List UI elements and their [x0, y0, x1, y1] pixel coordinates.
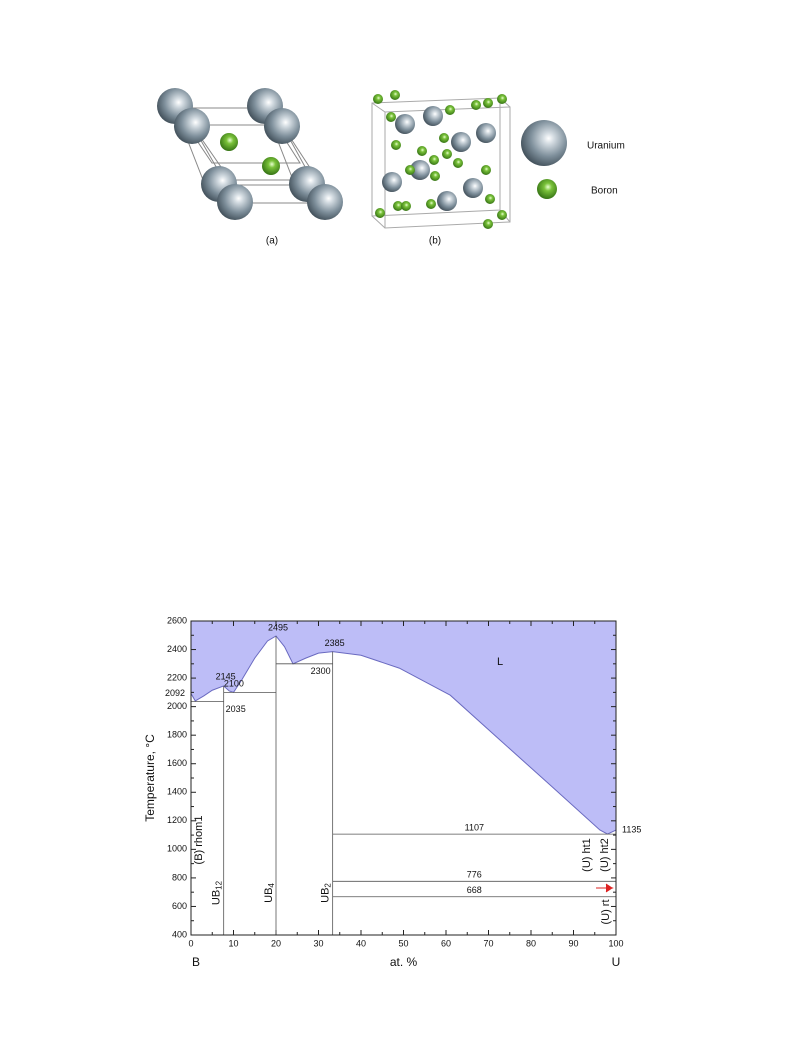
y-tick-label: 1800	[167, 730, 187, 740]
point-label: 2495	[268, 622, 288, 632]
invariant-label: 776	[467, 870, 482, 880]
element-label: B	[192, 955, 200, 969]
phase-label: (U) ht2	[599, 838, 611, 872]
crystal-figure: (a) (b) Uranium Bo	[157, 88, 625, 247]
y-axis-label: Temperature, °C	[143, 734, 157, 822]
compound-subscript: 2	[324, 883, 333, 888]
legend-label: Boron	[591, 186, 618, 197]
point-label: 2092	[165, 688, 185, 698]
compound-label: UB4	[263, 883, 276, 903]
compound-subscript: 12	[215, 880, 224, 889]
point-label: 2385	[325, 638, 345, 648]
x-tick-label: 50	[398, 938, 408, 948]
panel-label: (b)	[429, 236, 441, 247]
atoms-b	[373, 90, 507, 229]
y-tick-label: 1200	[167, 815, 187, 825]
x-axis-label: at. %	[390, 955, 418, 969]
compound-name: UB	[320, 888, 332, 903]
x-tick-label: 30	[313, 938, 323, 948]
x-tick-label: 40	[356, 938, 366, 948]
point-label: 1135	[622, 824, 641, 834]
legend-uranium	[521, 120, 567, 166]
y-tick-label: 2400	[167, 644, 187, 654]
liquid-region	[191, 621, 616, 835]
compound-name: UB	[211, 890, 223, 905]
x-tick-label: 90	[568, 938, 578, 948]
legend-label: Uranium	[587, 141, 625, 152]
phase-diagram: 4006008001000120014001600180020002200240…	[143, 615, 641, 969]
atoms-a	[157, 88, 343, 220]
panel-label: (a)	[266, 236, 278, 247]
phase-label: (U) rt	[600, 899, 612, 924]
phase-label: (U) ht1	[581, 838, 593, 872]
y-tick-label: 2600	[167, 615, 187, 625]
point-label: 2145	[216, 671, 236, 681]
y-tick-label: 2000	[167, 701, 187, 711]
legend-boron	[537, 179, 557, 199]
x-tick-label: 20	[271, 938, 281, 948]
x-tick-label: 10	[228, 938, 238, 948]
y-tick-label: 2200	[167, 672, 187, 682]
invariant-label: 2300	[311, 666, 331, 676]
invariant-label: 1107	[465, 822, 484, 832]
x-tick-label: 70	[483, 938, 493, 948]
y-tick-label: 800	[172, 872, 187, 882]
y-tick-label: 400	[172, 929, 187, 939]
invariant-label: 2035	[226, 704, 246, 714]
x-tick-label: 60	[441, 938, 451, 948]
region-label: L	[497, 656, 503, 668]
plot-frame	[190, 620, 617, 936]
phase-label: (B) rhom1	[193, 816, 205, 865]
x-tick-label: 0	[188, 938, 193, 948]
compound-name: UB	[263, 888, 275, 903]
compound-label: UB12	[211, 880, 224, 905]
x-tick-label: 80	[526, 938, 536, 948]
arrowhead	[606, 884, 612, 892]
y-tick-label: 1000	[167, 844, 187, 854]
x-tick-label: 100	[608, 938, 623, 948]
compound-subscript: 4	[267, 883, 276, 888]
invariant-label: 668	[467, 885, 482, 895]
invariant-label: 2100	[224, 679, 244, 689]
liquidus-line	[190, 635, 617, 835]
element-label: U	[612, 955, 621, 969]
compound-label: UB2	[320, 883, 333, 903]
y-tick-label: 600	[172, 901, 187, 911]
y-tick-label: 1400	[167, 787, 187, 797]
y-tick-label: 1600	[167, 758, 187, 768]
